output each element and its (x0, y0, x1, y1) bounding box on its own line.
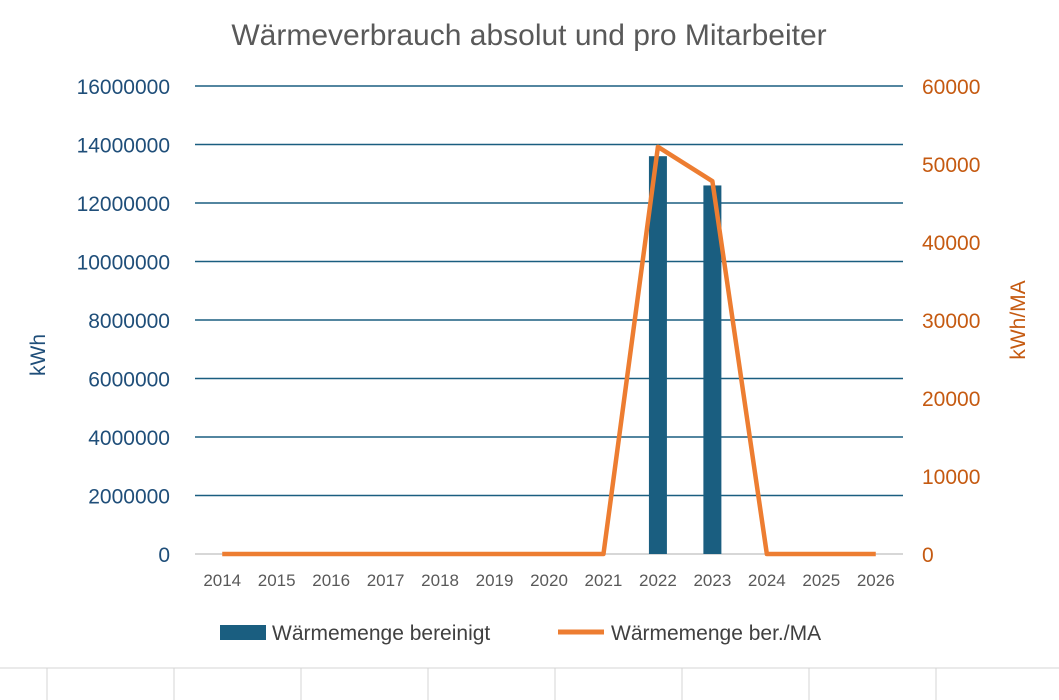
x-tick-label: 2023 (693, 571, 731, 590)
right-tick-label: 30000 (922, 310, 980, 333)
right-tick-label: 0 (922, 544, 934, 567)
left-tick-label: 16000000 (77, 76, 170, 99)
legend-line-label: Wärmemenge ber./MA (611, 622, 821, 645)
bar (648, 156, 667, 554)
x-tick-label: 2025 (802, 571, 840, 590)
bar-series (648, 156, 722, 554)
x-axis-ticks: 2014 2015 2016 2017 2018 2019 2020 2021 2022 2023… (203, 571, 894, 590)
legend-bar-swatch (220, 625, 266, 640)
right-axis-label: kWh/MA (1007, 280, 1030, 359)
x-tick-label: 2021 (585, 571, 623, 590)
x-tick-label: 2026 (857, 571, 895, 590)
chart-title: Wärmeverbrauch absolut und pro Mitarbeit… (231, 19, 826, 52)
left-tick-label: 2000000 (88, 486, 170, 509)
left-tick-label: 14000000 (77, 135, 170, 158)
x-tick-label: 2019 (476, 571, 514, 590)
legend-bar-label: Wärmemenge bereinigt (272, 622, 490, 645)
x-tick-label: 2015 (258, 571, 296, 590)
x-tick-label: 2020 (530, 571, 568, 590)
left-axis-label: kWh (27, 334, 50, 376)
left-tick-label: 4000000 (88, 427, 170, 450)
right-tick-label: 40000 (922, 232, 980, 255)
x-tick-label: 2017 (367, 571, 405, 590)
right-axis-ticks: 0 10000 20000 30000 40000 50000 60000 (922, 76, 980, 567)
x-tick-label: 2024 (748, 571, 786, 590)
gridlines (195, 85, 903, 555)
left-tick-label: 0 (158, 544, 170, 567)
right-tick-label: 60000 (922, 76, 980, 99)
x-tick-label: 2014 (203, 571, 241, 590)
right-tick-label: 50000 (922, 154, 980, 177)
right-tick-label: 10000 (922, 466, 980, 489)
legend: Wärmemenge bereinigt Wärmemenge ber./MA (220, 622, 821, 645)
series-line (222, 144, 876, 557)
right-tick-label: 20000 (922, 388, 980, 411)
x-tick-label: 2016 (312, 571, 350, 590)
spreadsheet-cell-lines (0, 667, 1059, 700)
left-tick-label: 6000000 (88, 369, 170, 392)
left-tick-label: 12000000 (77, 193, 170, 216)
left-axis-ticks: 0 2000000 4000000 6000000 8000000 10000000 120… (77, 76, 170, 567)
left-tick-label: 10000000 (77, 252, 170, 275)
x-tick-label: 2022 (639, 571, 677, 590)
x-tick-label: 2018 (421, 571, 459, 590)
line-series (222, 144, 876, 557)
left-tick-label: 8000000 (88, 310, 170, 333)
bar (703, 185, 722, 554)
